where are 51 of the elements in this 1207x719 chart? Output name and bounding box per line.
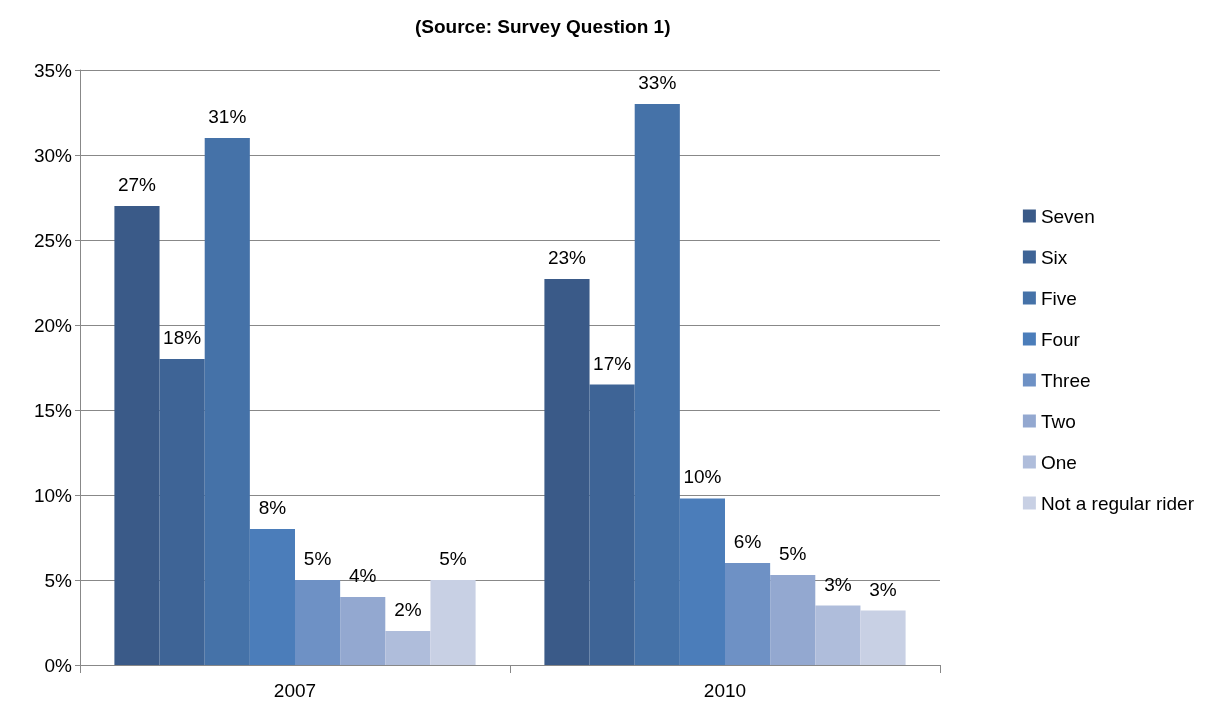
legend-label: Not a regular rider — [1040, 492, 1195, 514]
bar — [544, 279, 590, 665]
y-tick-label: 25% — [33, 229, 73, 251]
data-label: 10% — [683, 466, 722, 488]
y-tick-label: 20% — [33, 314, 73, 336]
data-label: 17% — [593, 352, 632, 374]
data-label: 33% — [638, 72, 677, 93]
data-label: 3% — [869, 578, 897, 600]
x-tick-label: 2010 — [703, 680, 747, 701]
bar — [159, 359, 205, 665]
data-label: 5% — [778, 542, 807, 564]
bar — [385, 631, 431, 665]
data-label: 5% — [303, 548, 332, 569]
y-tick-label: 35% — [33, 59, 73, 81]
y-tick-label: 5% — [44, 569, 73, 591]
x-tick-label: 2007 — [273, 680, 317, 701]
bar — [589, 384, 635, 665]
y-tick-label: 15% — [33, 399, 73, 421]
bar — [295, 580, 341, 665]
bar — [249, 529, 295, 665]
bar — [725, 563, 771, 665]
bar — [340, 597, 386, 665]
bar — [815, 605, 861, 665]
bar — [860, 610, 906, 665]
legend-label: Two — [1040, 410, 1076, 432]
bar — [114, 206, 160, 665]
data-label: 18% — [163, 327, 202, 348]
data-label: 8% — [258, 497, 287, 518]
data-label: 3% — [824, 573, 852, 595]
legend-label: Six — [1040, 246, 1068, 268]
legend-label: Four — [1040, 328, 1081, 350]
y-tick-label: 0% — [44, 654, 73, 676]
legend-label: Three — [1040, 369, 1091, 391]
chart-title: (Source: Survey Question 1) — [415, 16, 671, 37]
legend-label: One — [1040, 451, 1077, 473]
bar — [679, 498, 725, 665]
data-label: 27% — [117, 174, 157, 195]
data-label: 5% — [439, 548, 467, 569]
bar — [770, 574, 816, 665]
bar — [430, 580, 476, 665]
y-tick-label: 30% — [33, 144, 73, 166]
legend-label: Seven — [1040, 205, 1095, 227]
bar — [204, 138, 250, 665]
bar — [634, 104, 680, 665]
y-tick-label: 10% — [33, 484, 73, 506]
legend-label: Five — [1040, 287, 1077, 309]
data-label: 31% — [208, 106, 247, 127]
data-label: 6% — [733, 531, 762, 552]
data-label: 23% — [547, 247, 587, 269]
data-label: 2% — [394, 599, 422, 620]
data-label: 4% — [348, 565, 377, 586]
